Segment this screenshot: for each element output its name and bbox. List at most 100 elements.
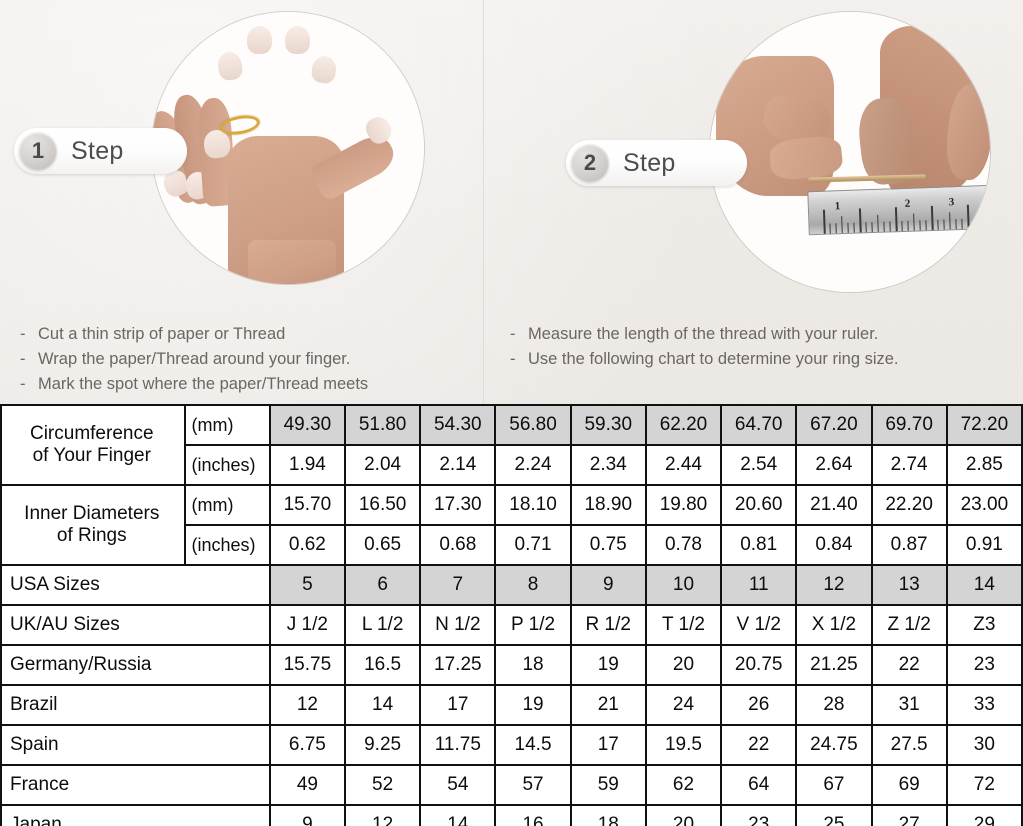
group-1-row-1-value: 0.65 <box>343 524 422 566</box>
row-4-value: 27.5 <box>870 724 948 766</box>
instruction-item: - Use the following chart to determine yo… <box>510 347 1010 372</box>
step-2-badge: 2 Step <box>566 140 747 186</box>
ruler: 1 2 3 <box>807 184 990 236</box>
group-0-row-1-value: 2.44 <box>644 444 723 486</box>
group-1-row-0-value: 18.90 <box>569 484 647 526</box>
table-row: UK/AU Sizes J 1/2 L 1/2 N 1/2 P 1/2 R 1/2 T 1/… <box>0 604 1023 646</box>
group-0-row-0-value: 67.20 <box>795 404 873 446</box>
instruction-item: - Measure the length of the thread with y… <box>510 322 1010 347</box>
table-row: Brazil 12 14 17 19 21 24 26 28 31 33 <box>0 684 1023 726</box>
instruction-item: - Cut a thin strip of paper or Thread <box>20 322 470 347</box>
row-4-value: 6.75 <box>268 724 347 766</box>
table-row: France 49 52 54 57 59 62 64 67 69 72 <box>0 764 1023 806</box>
table-row: Inner Diameters of Rings (mm) 15.70 16.50 17.… <box>0 484 1023 566</box>
row-6-value: 20 <box>644 804 723 826</box>
row-2-value: 20 <box>644 644 723 686</box>
row-0-value: 11 <box>720 564 798 606</box>
row-3-value: 12 <box>268 684 347 726</box>
row-5-value: 69 <box>870 764 948 806</box>
row-3-value: 26 <box>720 684 798 726</box>
table-row: (inches) 0.62 0.65 0.68 0.71 0.75 0.78 0.81 0.84… <box>1 524 1023 566</box>
instruction-text: Cut a thin strip of paper or Thread <box>38 325 286 343</box>
bullet-dash: - <box>510 350 516 368</box>
row-0-value: 8 <box>494 564 572 606</box>
row-4-value: 17 <box>569 724 647 766</box>
group-1-row-0-value: 23.00 <box>945 484 1023 526</box>
bullet-dash: - <box>20 350 26 368</box>
group-0-row-1-value: 2.64 <box>795 444 873 486</box>
group-1-row-0-value: 18.10 <box>494 484 572 526</box>
instruction-text: Measure the length of the thread with yo… <box>528 325 879 343</box>
row-1-value: P 1/2 <box>494 604 572 646</box>
row-6-value: 29 <box>945 804 1023 826</box>
group-0-row-0-value: 59.30 <box>569 404 647 446</box>
row-3-value: 17 <box>419 684 497 726</box>
row-0-value: 5 <box>268 564 347 606</box>
table-row: (inches) 1.94 2.04 2.14 2.24 2.34 2.44 2.54 2.64… <box>1 444 1023 486</box>
instruction-text: Wrap the paper/Thread around your finger… <box>38 350 351 368</box>
row-1-value: J 1/2 <box>268 604 347 646</box>
row-4-value: 11.75 <box>419 724 497 766</box>
group-0-row-1-value: 2.54 <box>720 444 798 486</box>
row-6-value: 27 <box>870 804 948 826</box>
row-2-value: 19 <box>569 644 647 686</box>
table-row: USA Sizes 5 6 7 8 9 10 11 12 13 14 <box>0 564 1023 606</box>
row-label: Japan <box>0 804 271 826</box>
group-1-row-1-value: 0.75 <box>569 524 647 566</box>
row-1-value: T 1/2 <box>644 604 723 646</box>
group-0-row-0-value: 64.70 <box>720 404 798 446</box>
row-2-value: 20.75 <box>720 644 798 686</box>
row-4-value: 9.25 <box>343 724 422 766</box>
instruction-item: - Mark the spot where the paper/Thread me… <box>20 372 470 397</box>
row-0-value: 7 <box>419 564 497 606</box>
row-2-value: 22 <box>870 644 948 686</box>
row-2-value: 16.5 <box>343 644 422 686</box>
row-group-label: Inner Diameters of Rings <box>0 484 186 566</box>
group-0-row-1-value: 2.85 <box>945 444 1023 486</box>
step-2-label: Step <box>623 148 676 177</box>
row-0-value: 13 <box>870 564 948 606</box>
step-1-badge: 1 Step <box>14 128 187 174</box>
unit-label: (mm) <box>183 484 271 526</box>
row-3-value: 21 <box>569 684 647 726</box>
row-3-value: 19 <box>494 684 572 726</box>
instruction-text: Use the following chart to determine you… <box>528 350 899 368</box>
group-0-row-0-value: 56.80 <box>494 404 572 446</box>
group-1-row-1-value: 0.71 <box>494 524 572 566</box>
unit-label: (mm) <box>183 404 271 446</box>
row-3-value: 33 <box>945 684 1023 726</box>
group-1-row-1-value: 0.81 <box>720 524 798 566</box>
row-5-value: 72 <box>945 764 1023 806</box>
row-4-value: 19.5 <box>644 724 723 766</box>
row-5-value: 67 <box>795 764 873 806</box>
group-1-row-0-value: 22.20 <box>870 484 948 526</box>
ruler-number-2: 2 <box>904 197 911 210</box>
row-2-value: 18 <box>494 644 572 686</box>
row-5-value: 57 <box>494 764 572 806</box>
instructions-section: 1 2 3 1 Step 2 Step - Cut a thin strip of… <box>0 0 1023 404</box>
step-1-number: 1 <box>19 132 57 170</box>
group-0-row-0-value: 54.30 <box>419 404 497 446</box>
row-5-value: 52 <box>343 764 422 806</box>
row-3-value: 14 <box>343 684 422 726</box>
row-6-value: 14 <box>419 804 497 826</box>
row-2-value: 21.25 <box>795 644 873 686</box>
table-row: Circumference of Your Finger (mm) 49.30 51.8… <box>0 404 1023 486</box>
group-0-row-0-value: 69.70 <box>870 404 948 446</box>
group-1-row-0-value: 16.50 <box>343 484 422 526</box>
row-2-value: 17.25 <box>419 644 497 686</box>
row-5-value: 54 <box>419 764 497 806</box>
row-3-value: 24 <box>644 684 723 726</box>
group-1-row-1-value: 0.68 <box>419 524 497 566</box>
unit-label: (inches) <box>183 444 271 486</box>
row-1-value: R 1/2 <box>569 604 647 646</box>
row-group-label: Circumference of Your Finger <box>0 404 186 486</box>
row-4-value: 22 <box>720 724 798 766</box>
row-5-value: 59 <box>569 764 647 806</box>
ruler-number-1: 1 <box>834 200 841 213</box>
row-label: USA Sizes <box>0 564 271 606</box>
row-0-value: 14 <box>945 564 1023 606</box>
group-1-row-0-value: 19.80 <box>644 484 723 526</box>
group-1-row-1-value: 0.78 <box>644 524 723 566</box>
row-2-value: 23 <box>945 644 1023 686</box>
